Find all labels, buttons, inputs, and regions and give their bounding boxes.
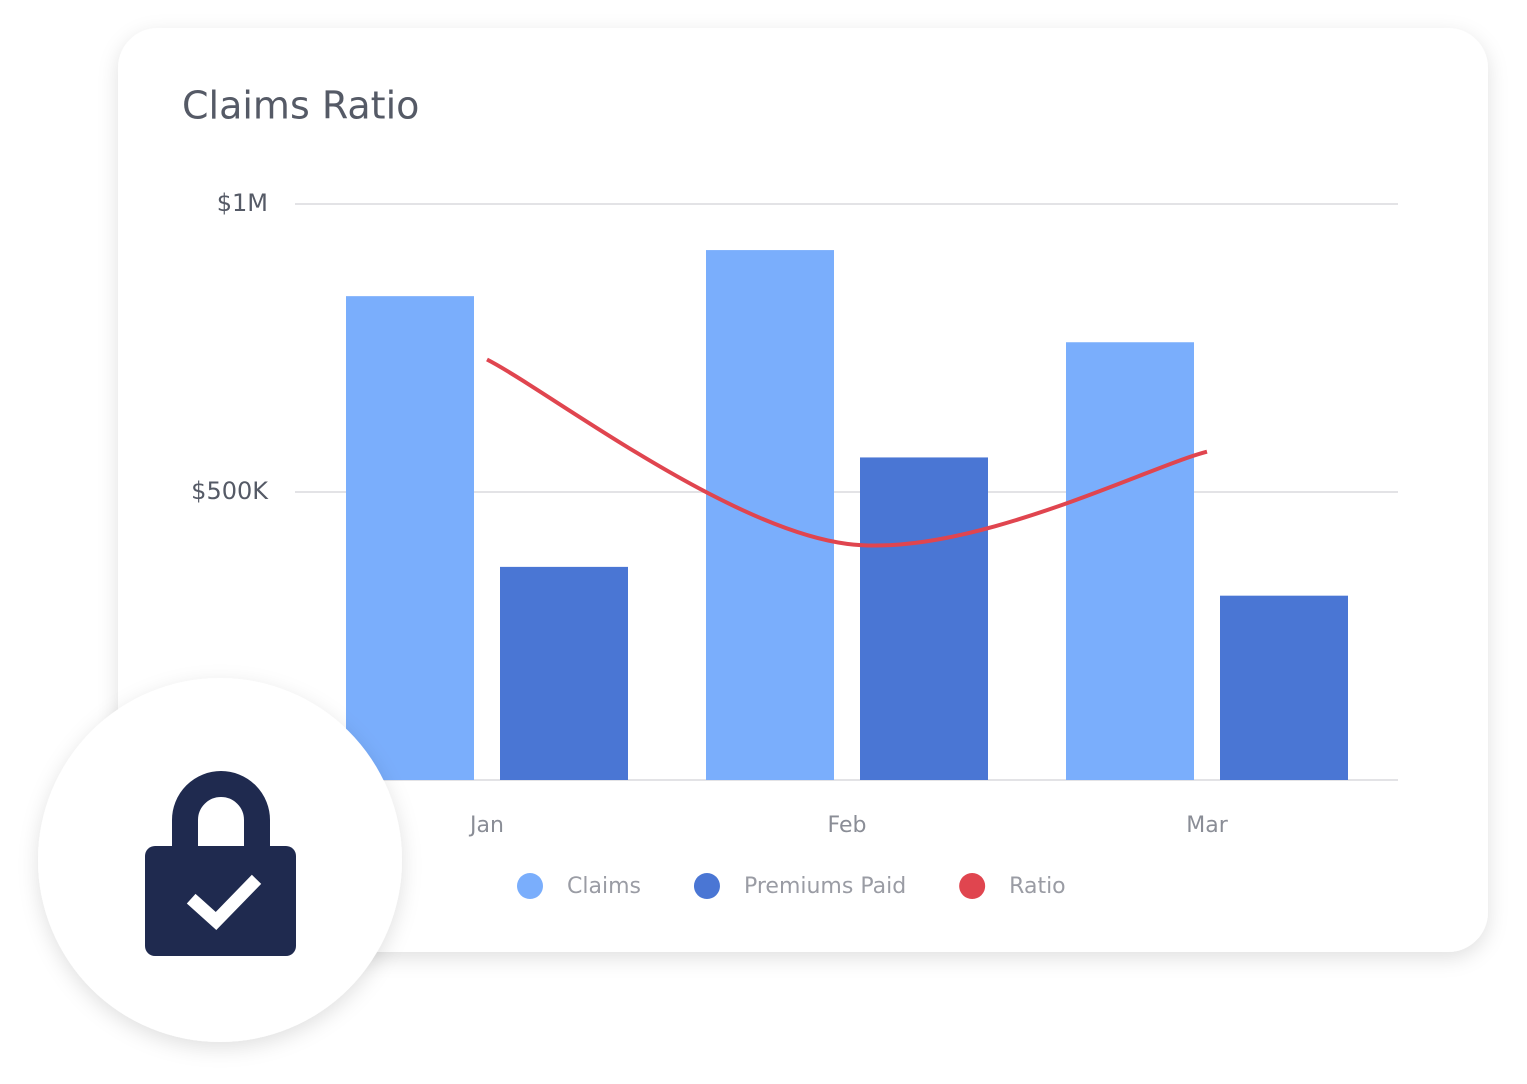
legend-marker	[517, 873, 543, 899]
bar	[1066, 342, 1194, 780]
x-tick-label: Jan	[468, 813, 504, 838]
bar	[706, 250, 834, 780]
legend-marker	[693, 873, 720, 899]
legend-label: Premiums Paid	[744, 874, 906, 899]
plot: $500K $1M Jan Feb Mar Claims Premiums Paid Rati…	[191, 189, 1398, 899]
legend-label: Claims	[567, 874, 641, 899]
lock-shackle	[172, 771, 270, 850]
ratio-line	[486, 357, 1208, 548]
bar	[860, 457, 988, 780]
bar	[500, 566, 628, 780]
y-tick-label: $1M	[217, 189, 268, 217]
chart-title: Claims Ratio	[182, 84, 419, 128]
y-tick-label: $500K	[191, 477, 269, 505]
bar	[1220, 595, 1348, 780]
x-tick-label: Feb	[828, 813, 867, 838]
legend-marker	[959, 873, 986, 899]
legend-label: Ratio	[1009, 874, 1065, 899]
lock-body	[145, 846, 296, 956]
x-tick-label: Mar	[1186, 813, 1228, 838]
bar	[346, 296, 474, 780]
lock-check	[186, 874, 262, 931]
lock-badge	[38, 678, 402, 1042]
